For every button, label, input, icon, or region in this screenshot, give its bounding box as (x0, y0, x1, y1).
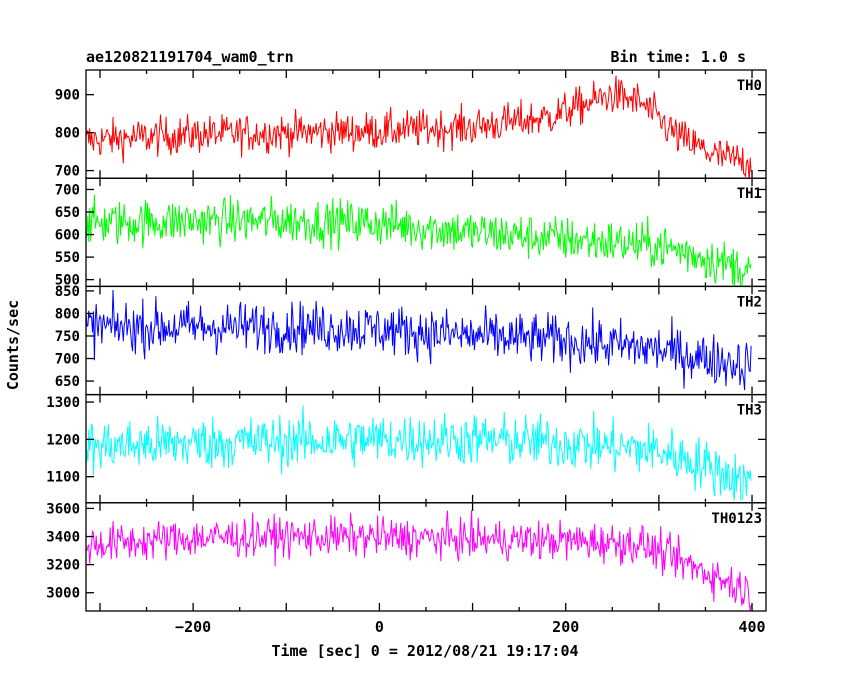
x-axis-label: Time [sec] 0 = 2012/08/21 19:17:04 (271, 642, 578, 660)
y-tick-label: 500 (55, 273, 80, 289)
y-axis-label: Counts/sec (4, 300, 22, 390)
bin-time-label: Bin time: 1.0 s (611, 48, 746, 66)
panel-th3: 1100 1200 1300 TH3 (46, 393, 767, 504)
panel-th0123: 3000 3200 3400 3600 TH0123 (46, 501, 767, 612)
y-tick-label: 700 (55, 352, 80, 368)
panel-th2: 650 700 750 800 850 TH2 (55, 284, 767, 396)
y-tick-label: 700 (55, 164, 80, 180)
panel-label: TH0 (737, 78, 762, 94)
y-tick-label: 3000 (46, 586, 80, 602)
y-tick-label: 1300 (46, 395, 80, 411)
panel-label: TH3 (737, 403, 762, 419)
y-tick-label: 600 (55, 228, 80, 244)
y-tick-label: 1200 (46, 432, 80, 448)
panel-th1: 500 550 600 650 700 TH1 (55, 177, 767, 289)
x-tick-label: 200 (552, 618, 579, 636)
series-th0 (86, 75, 752, 179)
panel-label: TH0123 (711, 511, 762, 527)
x-tick-label: 0 (375, 618, 384, 636)
y-tick-label: 800 (55, 306, 80, 322)
series-th2 (86, 289, 752, 391)
y-tick-label: 1100 (46, 470, 80, 486)
panels-group: 700 800 900 TH0 500 550 600 650 700 TH1 650 700 750 8… (46, 69, 767, 612)
x-tick-label: 400 (738, 618, 765, 636)
y-tick-label: 3200 (46, 558, 80, 574)
y-tick-label: 650 (55, 374, 80, 390)
y-tick-label: 550 (55, 250, 80, 266)
y-tick-label: 750 (55, 329, 80, 345)
y-tick-label: 650 (55, 205, 80, 221)
panel-th0: 700 800 900 TH0 (55, 69, 767, 180)
panel-label: TH2 (737, 294, 762, 310)
y-tick-label: 3600 (46, 501, 80, 517)
series-th1 (86, 194, 752, 287)
y-tick-label: 700 (55, 182, 80, 198)
y-tick-label: 3400 (46, 530, 80, 546)
series-th3 (86, 405, 752, 501)
panel-label: TH1 (737, 186, 762, 202)
chart-title: ae120821191704_wam0_trn (86, 48, 294, 66)
series-th0123 (86, 509, 752, 611)
y-tick-label: 850 (55, 284, 80, 300)
y-tick-label: 900 (55, 88, 80, 104)
x-axis: −200 0 200 400 (175, 618, 766, 636)
x-tick-label: −200 (175, 618, 211, 636)
y-tick-label: 800 (55, 126, 80, 142)
